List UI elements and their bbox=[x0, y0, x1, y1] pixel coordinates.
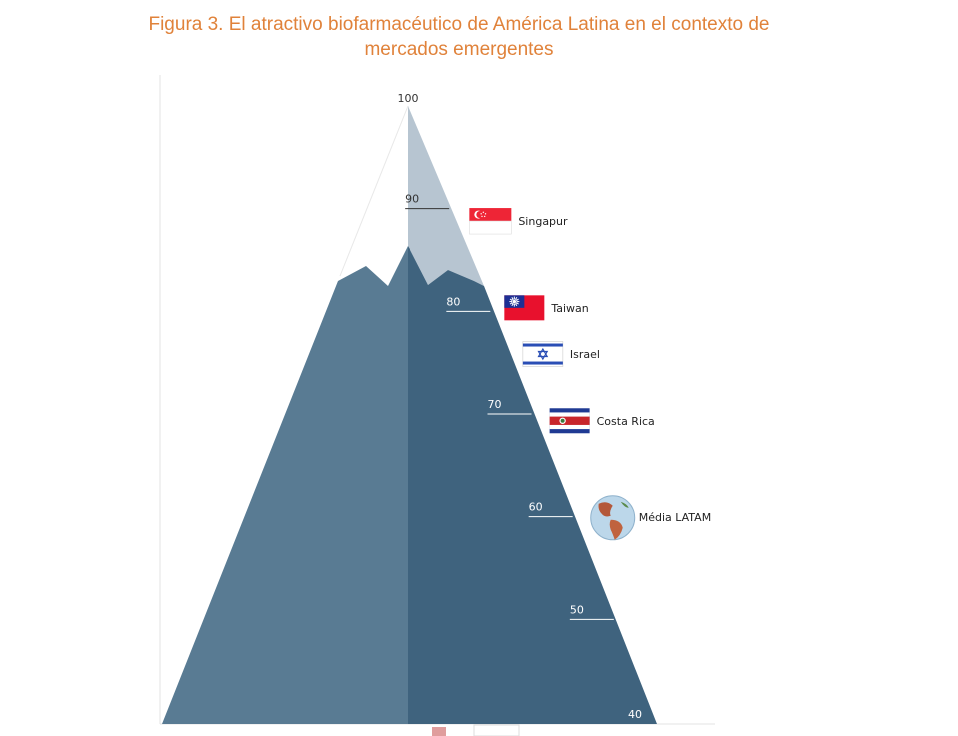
marker-layer: Singapur Taiwan Israel Costa Rica Média LATA… bbox=[469, 208, 711, 541]
chart-title-line-2: mercados emergentes bbox=[364, 39, 554, 60]
mountain-left-face bbox=[162, 246, 410, 724]
marker-label-costa-rica: Costa Rica bbox=[597, 415, 655, 428]
singapore-flag-icon bbox=[469, 208, 512, 235]
tick-label-100: 100 bbox=[398, 92, 419, 105]
summit-outline bbox=[339, 105, 409, 277]
tick-label-60: 60 bbox=[529, 501, 543, 514]
marker-label-média-latam: Média LATAM bbox=[639, 511, 711, 524]
tick-layer: 100 90 80 70 60 50 40 bbox=[398, 92, 643, 721]
tick-label-70: 70 bbox=[488, 398, 502, 411]
cropped-legend-stub bbox=[432, 724, 520, 736]
costa-rica-flag-icon bbox=[549, 408, 590, 434]
marker-label-israel: Israel bbox=[570, 348, 600, 361]
americas-globe-icon bbox=[590, 495, 636, 541]
mountain-right-face bbox=[408, 246, 657, 724]
mountain-snow-cap bbox=[408, 106, 484, 286]
tick-label-90: 90 bbox=[405, 193, 419, 206]
tick-label-50: 50 bbox=[570, 603, 584, 616]
tick-label-80: 80 bbox=[446, 295, 460, 308]
chart-title-line-1: Figura 3. El atractivo biofarmacéutico d… bbox=[148, 14, 770, 35]
taiwan-flag-icon bbox=[504, 295, 545, 321]
marker-label-singapur: Singapur bbox=[518, 215, 568, 228]
israel-flag-icon bbox=[522, 341, 564, 367]
tick-label-40: 40 bbox=[628, 708, 642, 721]
marker-label-taiwan: Taiwan bbox=[550, 302, 588, 315]
chart-title: Figura 3. El atractivo biofarmacéutico d… bbox=[0, 12, 918, 62]
